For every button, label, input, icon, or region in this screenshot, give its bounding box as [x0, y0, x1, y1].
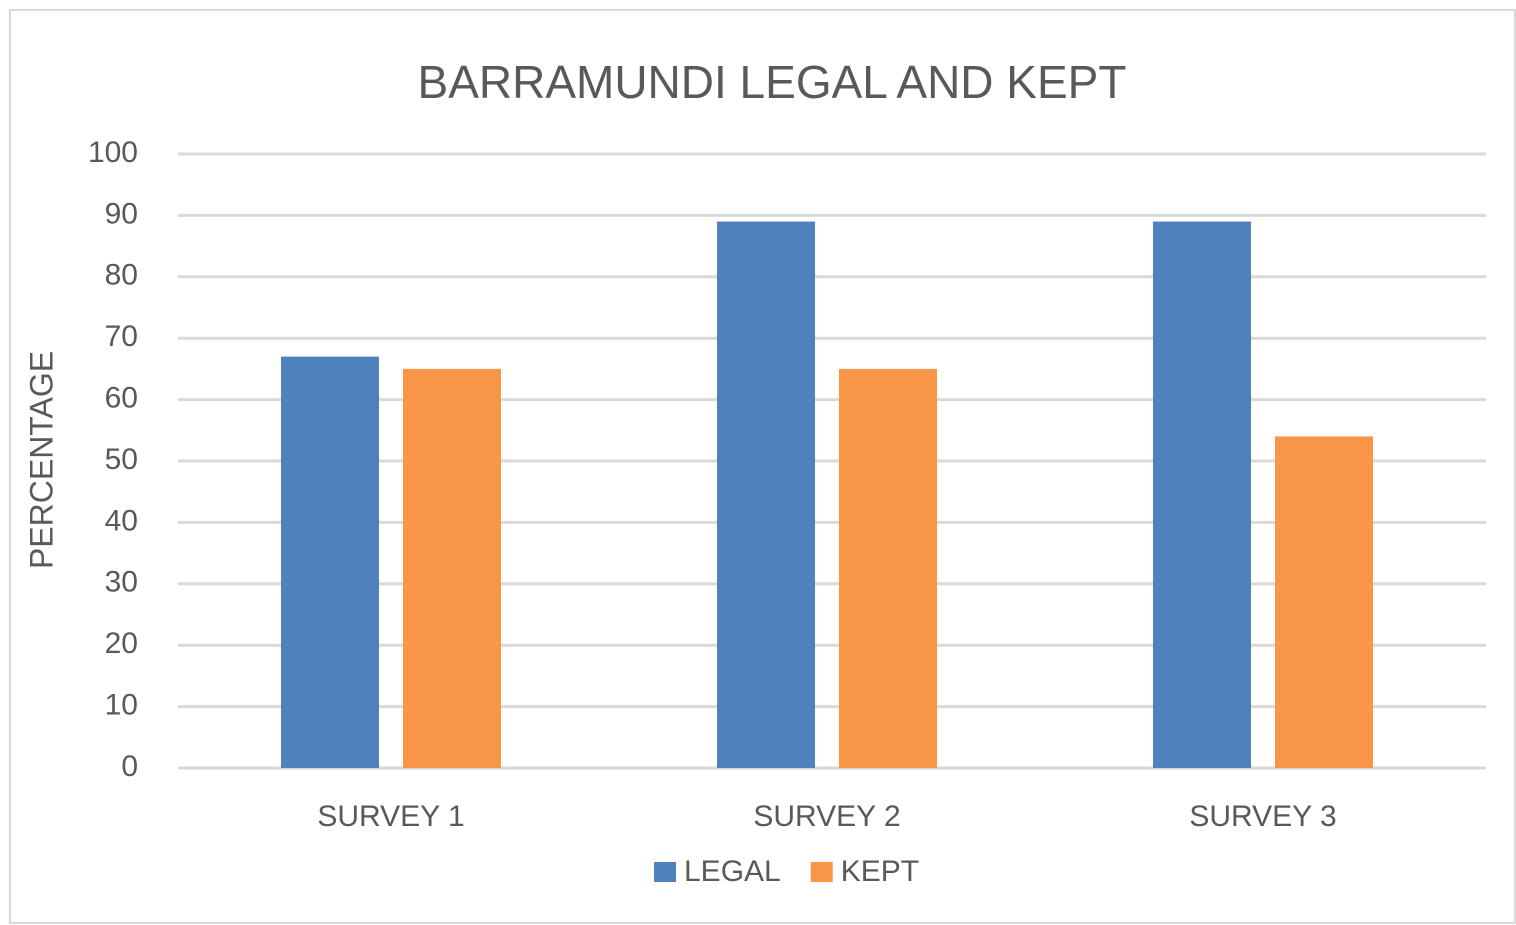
- x-tick-label: SURVEY 1: [317, 800, 464, 833]
- y-tick-label: 60: [105, 382, 138, 415]
- legend-label: LEGAL: [684, 855, 781, 888]
- chart-title: BARRAMUNDI LEGAL AND KEPT: [418, 56, 1127, 108]
- y-tick-label: 40: [105, 504, 138, 537]
- legend-swatch: [810, 862, 833, 882]
- x-tick-label: SURVEY 2: [753, 800, 900, 833]
- y-tick-label: 10: [105, 689, 138, 722]
- legend-swatch: [654, 862, 676, 882]
- y-tick-label: 30: [105, 566, 138, 599]
- bar: [839, 368, 937, 768]
- y-tick-label: 0: [121, 750, 138, 783]
- y-tick-label: 90: [105, 197, 138, 230]
- y-tick-label: 20: [105, 627, 138, 660]
- legend-label: KEPT: [841, 855, 919, 888]
- bar: [281, 356, 379, 768]
- bar: [1275, 436, 1373, 768]
- y-axis-label: PERCENTAGE: [23, 351, 59, 569]
- bar: [403, 368, 501, 768]
- y-tick-label: 70: [105, 320, 138, 353]
- y-tick-label: 80: [105, 259, 138, 292]
- bar: [1153, 221, 1251, 769]
- y-tick-label: 50: [105, 443, 138, 476]
- bar: [717, 221, 815, 769]
- x-tick-label: SURVEY 3: [1189, 800, 1336, 833]
- y-tick-label: 100: [88, 136, 138, 169]
